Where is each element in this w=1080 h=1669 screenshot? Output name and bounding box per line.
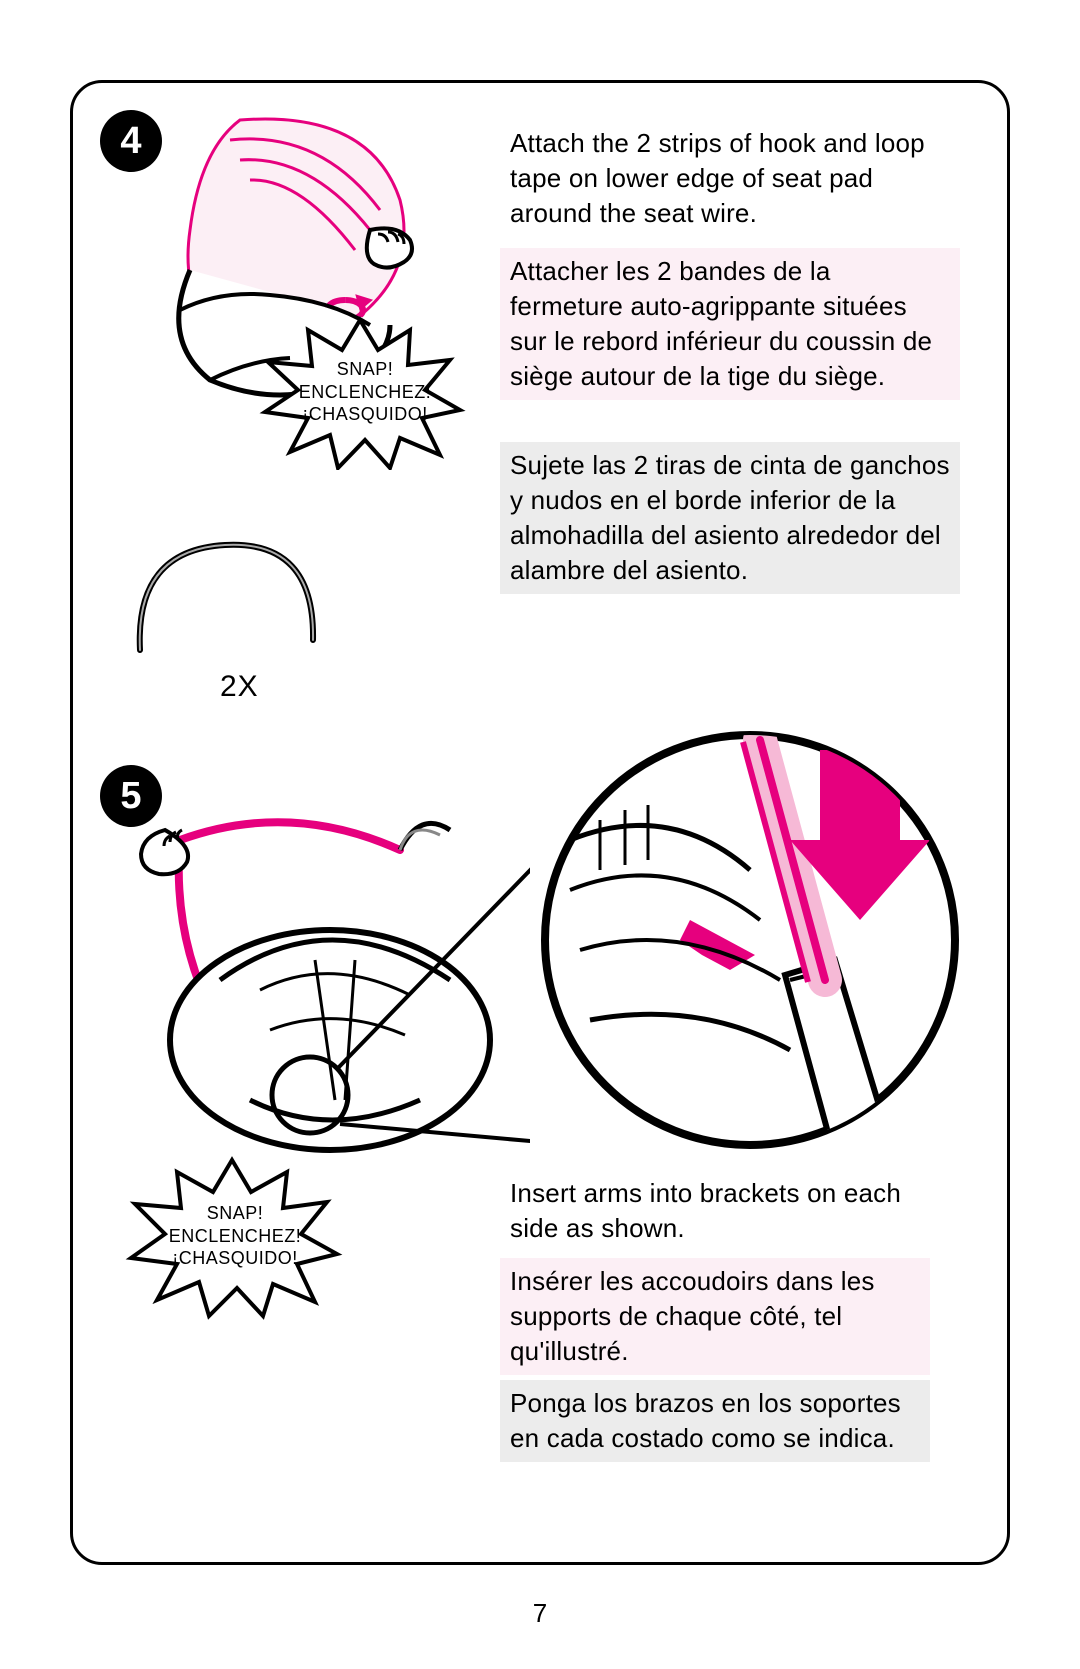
step-5-detail-illustration [530,720,970,1160]
burst-line: SNAP! [155,1202,315,1225]
burst-line: SNAP! [290,358,440,381]
count-2x-label: 2X [220,670,259,704]
manual-page: 4 SNAP! ENCLENCHEZ! ¡CHASQUIDO! Attach t… [0,0,1080,1669]
step-5-text-es: Ponga los brazos en los soportes en cada… [500,1380,930,1462]
burst-line: ENCLENCHEZ! [290,381,440,404]
step-4-burst-text: SNAP! ENCLENCHEZ! ¡CHASQUIDO! [290,358,440,426]
wire-2x-illustration [115,520,335,670]
step-5-text-fr: Insérer les accoudoirs dans les supports… [500,1258,930,1375]
step-4-text-fr: Attacher les 2 bandes de la fermeture au… [500,248,960,400]
burst-line: ENCLENCHEZ! [155,1225,315,1248]
step-4-text-en: Attach the 2 strips of hook and loop tap… [500,120,960,237]
step-5-text-en: Insert arms into brackets on each side a… [500,1170,930,1252]
step-5-illustration [110,780,530,1180]
burst-line: ¡CHASQUIDO! [290,403,440,426]
step-4-text-es: Sujete las 2 tiras de cinta de ganchos y… [500,442,960,594]
burst-line: ¡CHASQUIDO! [155,1247,315,1270]
step-5-burst-text: SNAP! ENCLENCHEZ! ¡CHASQUIDO! [155,1202,315,1270]
page-number: 7 [0,1598,1080,1629]
